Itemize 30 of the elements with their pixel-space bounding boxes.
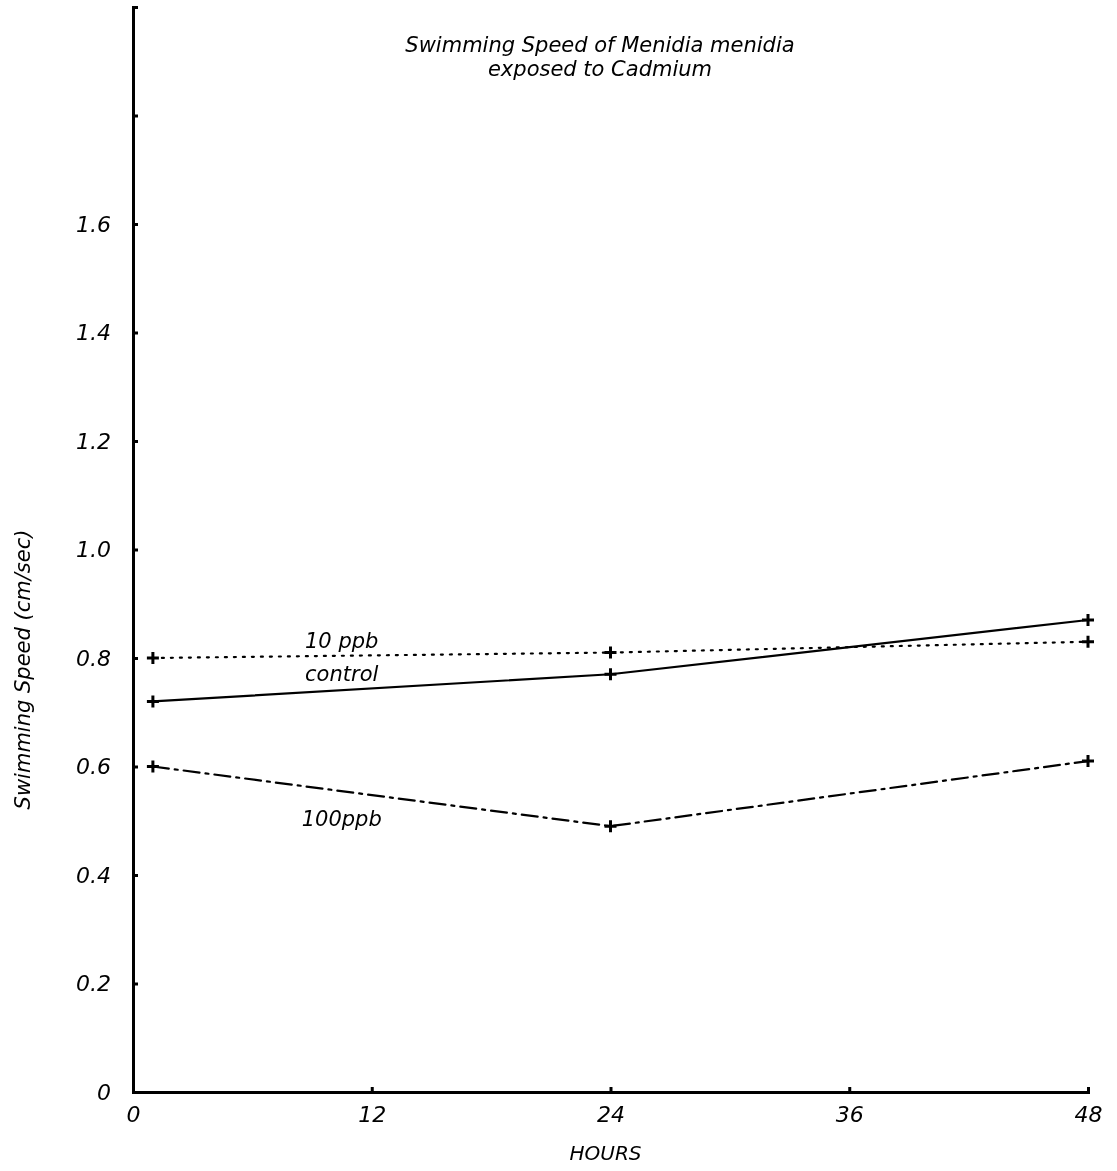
series-label: control xyxy=(305,661,379,686)
y-tick-label: 0.8 xyxy=(76,645,111,671)
y-tick-label: 0 xyxy=(97,1079,111,1105)
point xyxy=(603,645,618,661)
y-tick-label: 1.6 xyxy=(76,211,111,237)
x-tick-label: 12 xyxy=(358,1101,387,1127)
y-tick-label: 1.0 xyxy=(76,537,111,563)
x-tick-label: 24 xyxy=(597,1101,625,1127)
point xyxy=(603,818,618,834)
y-tick-label: 1.4 xyxy=(76,320,111,346)
text: Swimming Speed of Menidia menidia xyxy=(405,33,795,57)
point xyxy=(1080,753,1096,769)
series-label: 100ppb xyxy=(301,807,382,832)
point xyxy=(1080,612,1096,628)
x-tick-label: 48 xyxy=(1074,1101,1103,1127)
x-axis-title: HOURS xyxy=(569,1141,642,1165)
point xyxy=(145,759,161,774)
y-tick-label: 1.2 xyxy=(76,428,111,454)
x-tick-label: 0 xyxy=(126,1101,141,1127)
series-label: 10 ppb xyxy=(305,629,379,654)
y-axis-title: Swimming Speed (cm/sec) xyxy=(11,529,35,810)
point xyxy=(1080,634,1096,650)
y-tick-label: 0.6 xyxy=(76,754,111,780)
point xyxy=(145,650,161,666)
y-tick-label: 0.4 xyxy=(76,862,111,888)
text: exposed to Cadmium xyxy=(487,57,713,81)
point xyxy=(145,693,161,709)
y-tick-label: 0.2 xyxy=(76,971,111,997)
point xyxy=(603,666,618,682)
x-tick-label: 36 xyxy=(835,1101,864,1127)
